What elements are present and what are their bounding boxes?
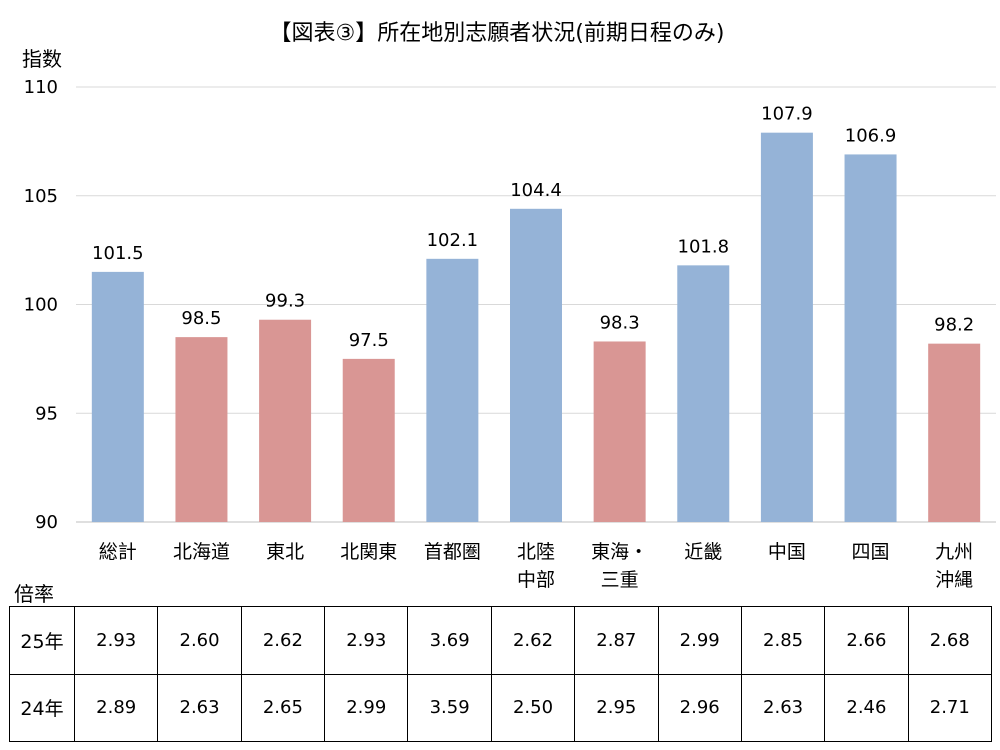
data-label: 98.5 — [181, 308, 221, 329]
table-cell: 2.99 — [324, 673, 409, 742]
table-cell: 2.93 — [73, 606, 159, 675]
data-label: 102.1 — [427, 230, 479, 251]
table-cell: 2.65 — [240, 673, 326, 742]
bar — [426, 258, 479, 522]
table-cell: 2.85 — [740, 606, 826, 675]
data-label: 106.9 — [845, 125, 897, 146]
x-tick-label: 東海・ — [591, 541, 648, 563]
table-cell: 2.63 — [740, 673, 826, 742]
y-tick-label: 110 — [24, 77, 58, 98]
bar — [677, 265, 730, 522]
table-row: 24年 2.89 2.63 2.65 2.99 3.59 2.50 2.95 2.96 2.63 2… — [9, 673, 993, 742]
data-label: 101.8 — [678, 236, 730, 257]
table-cell: 2.68 — [907, 606, 993, 675]
y-tick-label: 100 — [24, 295, 58, 316]
table-cell: 2.87 — [574, 606, 659, 675]
x-tick-label: 四国 — [852, 541, 890, 563]
bar — [175, 337, 228, 522]
bar — [259, 319, 312, 522]
table-cell: 2.66 — [824, 606, 909, 675]
ratio-table: 25年 2.93 2.60 2.62 2.93 3.69 2.62 2.87 2.99 2.85 2… — [9, 606, 993, 742]
table-cell: 2.50 — [490, 673, 576, 742]
table-cell: 2.93 — [324, 606, 409, 675]
data-label: 104.4 — [510, 180, 562, 201]
data-label: 98.2 — [934, 315, 974, 336]
x-tick-label: 北陸 — [517, 541, 555, 563]
x-tick-label: 北関東 — [340, 541, 397, 563]
x-tick-label: 九州 — [935, 541, 973, 563]
data-label: 107.9 — [761, 104, 813, 125]
table-row: 25年 2.93 2.60 2.62 2.93 3.69 2.62 2.87 2.99 2.85 2… — [9, 606, 993, 675]
data-label: 97.5 — [349, 330, 389, 351]
table-cell: 2.63 — [157, 673, 242, 742]
table-cell: 2.71 — [907, 673, 993, 742]
x-tick-label: 首都圏 — [424, 541, 481, 563]
table-cell: 2.62 — [490, 606, 576, 675]
x-tick-label: 中国 — [768, 541, 806, 563]
table-cell: 2.62 — [240, 606, 326, 675]
bar — [510, 208, 562, 523]
bar — [91, 271, 144, 522]
data-label: 99.3 — [265, 291, 305, 312]
chart-title: 【図表③】所在地別志願者状況(前期日程のみ) — [270, 21, 725, 46]
y-tick-label: 105 — [24, 186, 58, 207]
table-cell: 2.46 — [824, 673, 909, 742]
table-cell: 2.96 — [657, 673, 742, 742]
y-axis-label: 指数 — [22, 47, 62, 71]
x-tick-label: 中部 — [517, 569, 555, 591]
bar-chart: 【図表③】所在地別志願者状況(前期日程のみ) 指数 90 95 100 105 110 1… — [22, 21, 996, 591]
y-tick-label: 95 — [35, 403, 58, 424]
ratio-table-caption: 倍率 — [14, 582, 54, 606]
bar — [928, 343, 981, 522]
bar — [342, 358, 395, 522]
bar — [760, 132, 813, 523]
bar — [844, 154, 897, 523]
table-cell: 2.99 — [657, 606, 742, 675]
x-tick-label: 三重 — [601, 569, 639, 591]
table-cell: 2.60 — [157, 606, 242, 675]
x-tick-label: 北海道 — [173, 541, 230, 563]
data-label: 98.3 — [600, 312, 640, 333]
x-tick-label: 東北 — [266, 541, 304, 563]
y-tick-label: 90 — [35, 512, 58, 533]
data-label: 101.5 — [92, 243, 144, 264]
table-cell: 3.69 — [407, 606, 492, 675]
x-tick-label: 近畿 — [684, 541, 722, 563]
table-cell: 2.95 — [574, 673, 659, 742]
row-header: 25年 — [9, 606, 75, 675]
x-tick-label: 沖縄 — [935, 569, 973, 591]
table-cell: 2.89 — [73, 673, 159, 742]
bar — [593, 341, 646, 522]
table-cell: 3.59 — [407, 673, 492, 742]
x-tick-label: 総計 — [99, 541, 137, 563]
row-header: 24年 — [9, 673, 75, 742]
